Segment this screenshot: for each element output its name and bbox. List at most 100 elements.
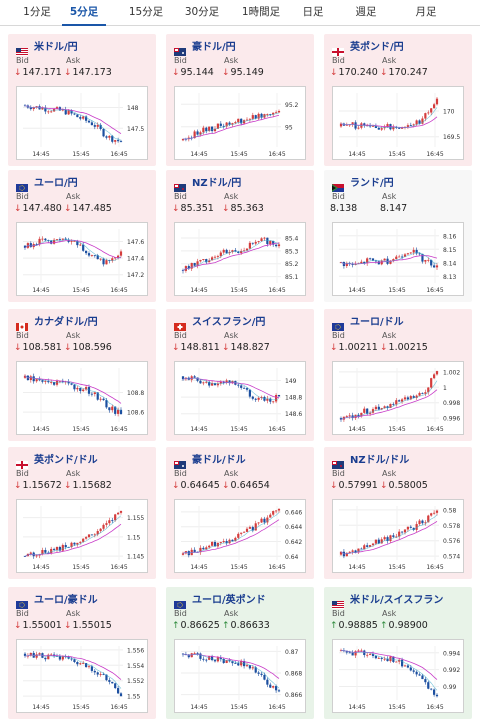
ask-price-value: 0.58005	[388, 480, 428, 491]
chart-panel[interactable]: 147.6 147.4 147.2 14:45 15:45 16:45	[16, 222, 148, 296]
pair-link[interactable]: 豪ドル/円	[174, 38, 236, 56]
pair-link[interactable]: カナダドル/円	[16, 313, 98, 331]
candle-body	[380, 539, 383, 544]
pair-name[interactable]: ユーロ/英ポンド	[192, 594, 266, 606]
candle-body	[383, 258, 386, 261]
rate-card[interactable]: 豪ドル/ドル Bid Ask ↓0.64645 ↓0.64654 0.646 0.644 0.…	[166, 447, 314, 579]
candle-body	[102, 128, 105, 137]
rate-card[interactable]: 英ポンド/ドル Bid Ask ↓1.15672 ↓1.15682 1.155 1.15 1.…	[8, 447, 156, 579]
pair-link[interactable]: 英ポンド/円	[332, 38, 404, 56]
chart-panel[interactable]: 0.994 0.992 0.99 14:45 15:45 16:45	[332, 639, 464, 713]
candle-body	[266, 237, 269, 245]
tab-1[interactable]: 1分足	[23, 6, 51, 18]
candle-body	[435, 98, 439, 105]
bid-price: ↓170.240	[330, 67, 378, 78]
arrow-down-icon: ↓	[330, 481, 338, 491]
pair-name[interactable]: ユーロ/豪ドル	[34, 594, 98, 606]
chart-panel[interactable]: 149 148.8 148.6 14:45 15:45 16:45	[174, 361, 306, 435]
bid-price-value: 1.00211	[338, 342, 378, 353]
y-tick-label: 0.642	[285, 539, 302, 546]
chart-panel[interactable]: 0.58 0.578 0.576 0.574 14:45 15:45 16:45	[332, 499, 464, 573]
candle-body	[79, 541, 82, 543]
tab-2[interactable]: 5分足	[62, 0, 106, 26]
candle-body	[82, 538, 85, 542]
rate-card[interactable]: 米ドル/円 Bid Ask ↓147.171 ↓147.173 148 147.5 14:45…	[8, 34, 156, 166]
pair-name[interactable]: 米ドル/スイスフラン	[350, 594, 444, 606]
pair-link[interactable]: ユーロ/円	[16, 174, 78, 192]
tab-4[interactable]: 30分足	[184, 6, 220, 18]
y-tick-label: 0.574	[443, 554, 460, 561]
pair-link[interactable]: ランド/円	[332, 174, 394, 192]
pair-name[interactable]: 英ポンド/円	[350, 41, 404, 53]
tab-8[interactable]: 月足	[415, 6, 437, 18]
moving-average-line	[340, 649, 438, 680]
pair-name[interactable]: NZドル/ドル	[350, 454, 410, 466]
pair-link[interactable]: 米ドル/スイスフラン	[332, 591, 444, 609]
pair-name[interactable]: ユーロ/円	[34, 177, 78, 189]
y-tick-label: 1.55	[127, 694, 141, 701]
bid-label: Bid	[16, 331, 29, 340]
candle-body	[38, 653, 41, 655]
rate-card[interactable]: ユーロ/ドル Bid Ask ↓1.00211 ↓1.00215 1.002 1 0.998 0…	[324, 309, 472, 441]
uk-flag-icon	[332, 41, 344, 56]
pair-name[interactable]: カナダドル/円	[34, 316, 98, 328]
y-tick-label: 149	[285, 378, 297, 385]
chart-panel[interactable]: 148 147.5 14:45 15:45 16:45	[16, 86, 148, 160]
y-tick-label: 0.58	[443, 507, 457, 514]
rate-card[interactable]: カナダドル/円 Bid Ask ↓108.581 ↓108.596 108.8 108.6 1…	[8, 309, 156, 441]
rate-card[interactable]: スイスフラン/円 Bid Ask ↓148.811 ↓148.827 149 148.8 14…	[166, 309, 314, 441]
pair-link[interactable]: 豪ドル/ドル	[174, 451, 246, 469]
pair-link[interactable]: ユーロ/英ポンド	[174, 591, 266, 609]
pair-name[interactable]: NZドル/円	[192, 177, 242, 189]
pair-link[interactable]: スイスフラン/円	[174, 313, 266, 331]
pair-name[interactable]: ユーロ/ドル	[350, 316, 404, 328]
y-tick-label: 148	[127, 105, 139, 112]
rate-card[interactable]: NZドル/円 Bid Ask ↓85.351 ↓85.363 85.4 85.3 85.2 85…	[166, 170, 314, 302]
pair-name[interactable]: 豪ドル/ドル	[192, 454, 246, 466]
chart-panel[interactable]: 1.556 1.554 1.552 1.55 14:45 15:45 16:45	[16, 639, 148, 713]
chart-panel[interactable]: 1.155 1.15 1.145 14:45 15:45 16:45	[16, 499, 148, 573]
pair-name[interactable]: 豪ドル/円	[192, 41, 236, 53]
rate-card[interactable]: 豪ドル/円 Bid Ask ↓95.144 ↓95.149 95.2 95 14:45 15:4…	[166, 34, 314, 166]
chart-panel[interactable]: 0.87 0.868 0.866 14:45 15:45 16:45	[174, 639, 306, 713]
tab-5[interactable]: 1時間足	[241, 6, 281, 18]
rate-card[interactable]: ユーロ/円 Bid Ask ↓147.480 ↓147.485 147.6 147.4 147…	[8, 170, 156, 302]
candle-body	[23, 653, 27, 656]
moving-average-line	[182, 519, 280, 554]
rate-card[interactable]: 英ポンド/円 Bid Ask ↓170.240 ↓170.247 170 169.5 14:4…	[324, 34, 472, 166]
tab-7[interactable]: 週足	[355, 6, 377, 18]
chart-panel[interactable]: 85.4 85.3 85.2 85.1 14:45 15:45 16:45	[174, 222, 306, 296]
pair-link[interactable]: ユーロ/ドル	[332, 313, 404, 331]
pair-link[interactable]: 米ドル/円	[16, 38, 78, 56]
chart-panel[interactable]: 108.8 108.6 14:45 15:45 16:45	[16, 361, 148, 435]
rate-card[interactable]: ユーロ/英ポンド Bid Ask ↑0.86625 ↑0.86633 0.87 0.868 0…	[166, 587, 314, 719]
ask-price: 8.147	[380, 203, 407, 214]
rate-card[interactable]: 米ドル/スイスフラン Bid Ask ↑0.98885 ↑0.98900 0.994 0.9…	[324, 587, 472, 719]
candle-body	[277, 244, 281, 247]
pair-name[interactable]: 英ポンド/ドル	[34, 454, 98, 466]
pair-link[interactable]: NZドル/ドル	[332, 451, 410, 469]
chart-panel[interactable]: 0.646 0.644 0.642 0.64 14:45 15:45 16:45	[174, 499, 306, 573]
chart-panel[interactable]: 95.2 95 14:45 15:45 16:45	[174, 86, 306, 160]
pair-name[interactable]: ランド/円	[350, 177, 394, 189]
chart-panel[interactable]: 8.16 8.15 8.14 8.13 14:45 15:45 16:45	[332, 222, 464, 296]
rate-card[interactable]: ユーロ/豪ドル Bid Ask ↓1.55001 ↓1.55015 1.556 1.554 1…	[8, 587, 156, 719]
candle-body	[403, 665, 407, 667]
tab-6[interactable]: 日足	[302, 6, 324, 18]
y-tick-label: 147.6	[127, 239, 144, 246]
pair-link[interactable]: NZドル/円	[174, 174, 242, 192]
tab-3[interactable]: 15分足	[128, 6, 164, 18]
chart-panel[interactable]: 170 169.5 14:45 15:45 16:45	[332, 86, 464, 160]
pair-link[interactable]: 英ポンド/ドル	[16, 451, 98, 469]
pair-link[interactable]: ユーロ/豪ドル	[16, 591, 98, 609]
pair-name[interactable]: スイスフラン/円	[192, 316, 266, 328]
ch-flag-icon	[174, 316, 186, 331]
candle-body	[44, 549, 47, 553]
x-tick-label: 16:45	[426, 564, 443, 571]
chart-panel[interactable]: 1.002 1 0.998 0.996 14:45 15:45 16:45	[332, 361, 464, 435]
pair-name[interactable]: 米ドル/円	[34, 41, 78, 53]
bid-price-value: 8.138	[330, 203, 358, 214]
rate-card[interactable]: ランド/円 Bid Ask 8.138 8.147 8.16 8.15 8.14 8.13 14:…	[324, 170, 472, 302]
candle-body	[219, 657, 222, 659]
rate-card[interactable]: NZドル/ドル Bid Ask ↓0.57991 ↓0.58005 0.58 0.578 0.…	[324, 447, 472, 579]
